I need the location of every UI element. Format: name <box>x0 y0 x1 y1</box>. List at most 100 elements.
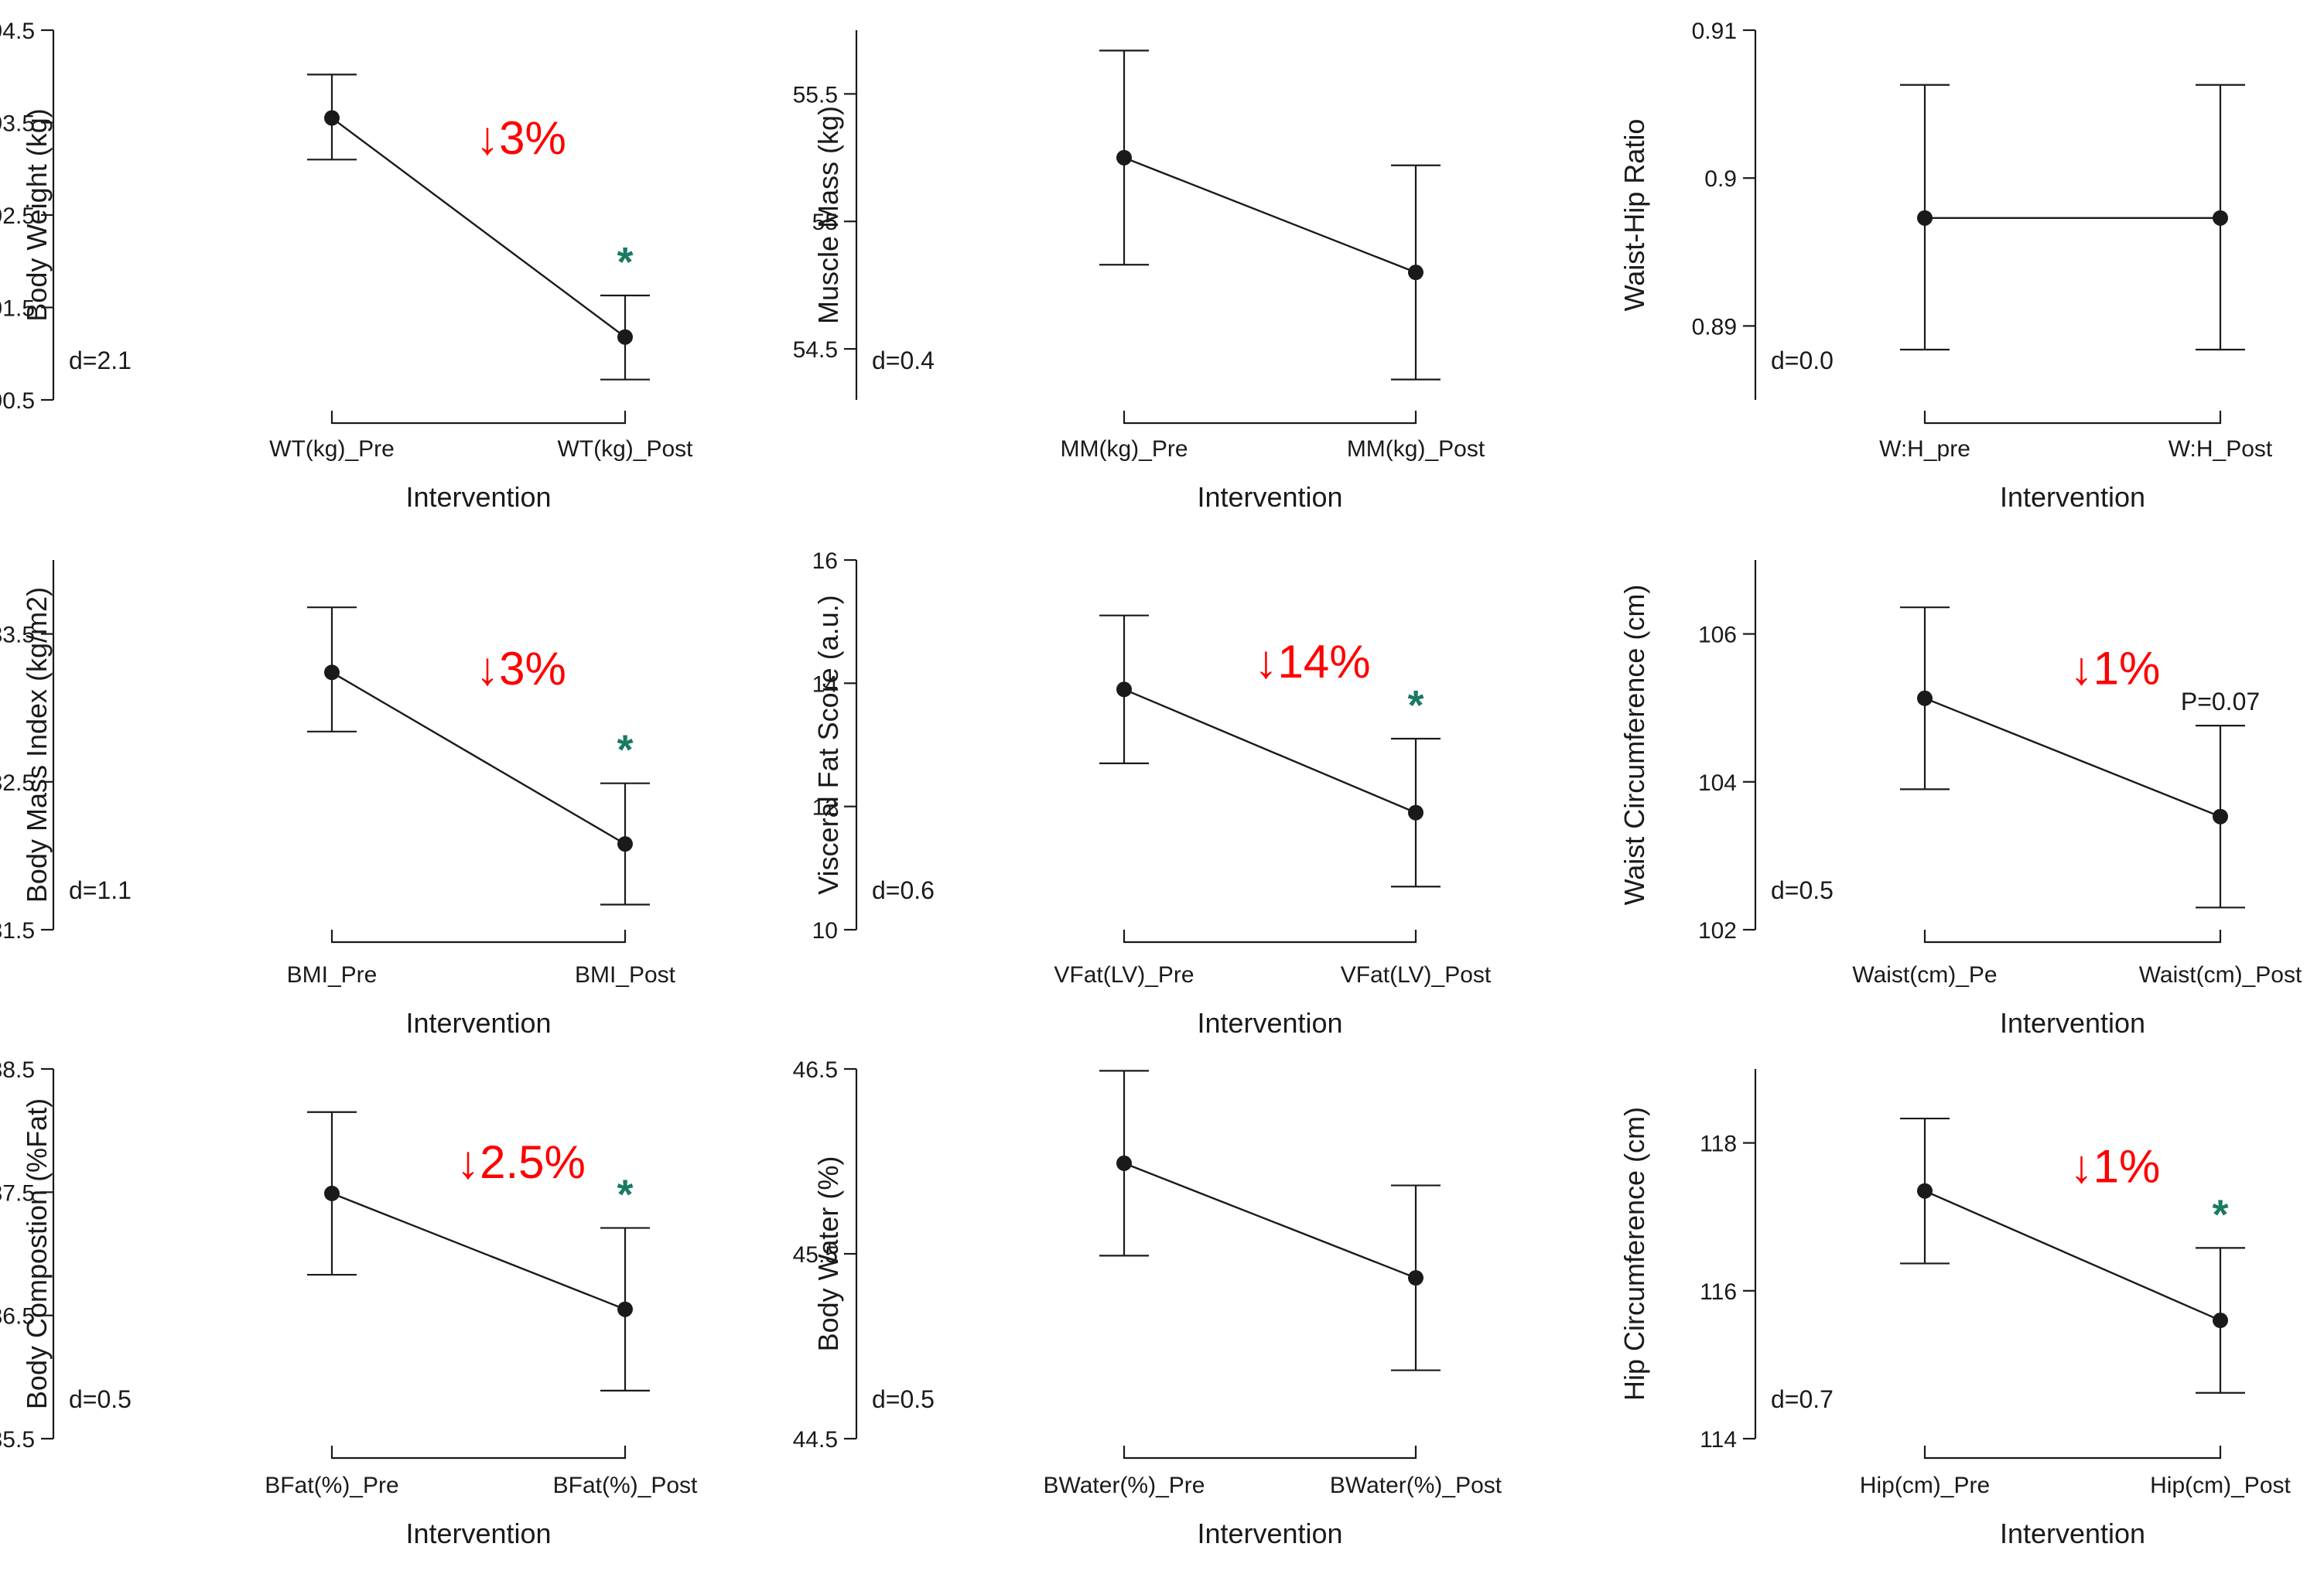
y-tick-label: 54.5 <box>793 337 838 363</box>
y-tick-label: 0.89 <box>1692 314 1737 340</box>
effect-size-label: d=0.7 <box>1771 1385 1834 1413</box>
series-line <box>1123 1162 1417 1279</box>
y-tick-label: 35.5 <box>0 1427 35 1453</box>
effect-size-label: d=0.5 <box>69 1385 132 1413</box>
effect-size-label: d=0.5 <box>1771 876 1834 904</box>
y-axis-label: Visceral Fat Score (a.u.) <box>812 595 844 894</box>
point-pre <box>324 1185 340 1201</box>
y-tick-label: 104 <box>1698 770 1737 796</box>
panel-9: 114 116 118 Hip Circumference (cm) Hip(cm)_P… <box>1618 1069 2292 1549</box>
x-tick-label: Hip(cm)_Pre <box>1860 1473 1990 1498</box>
x-tick-label: W:H_pre <box>1879 436 1970 462</box>
x-tick-label: WT(kg)_Post <box>557 436 693 462</box>
y-tick-label: 33.5 <box>0 623 35 648</box>
x-tick-label: W:H_Post <box>2168 436 2273 462</box>
point-pre <box>1917 690 1933 706</box>
y-tick-label: 0.9 <box>1704 166 1737 192</box>
y-tick-label: 55.5 <box>793 82 838 108</box>
point-pre <box>1116 149 1132 166</box>
point-post <box>2213 210 2228 226</box>
y-tick-label: 90.5 <box>0 388 35 414</box>
x-tick-label: BWater(%)_Post <box>1330 1473 1502 1498</box>
series-line <box>331 117 626 338</box>
panel-6: 102 104 106 Waist Circumference (cm) Waist(c… <box>1618 560 2302 1039</box>
x-axis-label: Intervention <box>405 481 551 513</box>
y-tick-label: 31.5 <box>0 918 35 944</box>
point-post <box>1408 804 1423 821</box>
point-post <box>617 836 633 852</box>
percent-change-label: ↓1% <box>2070 642 2161 694</box>
y-tick-label: 44.5 <box>793 1427 838 1453</box>
point-pre <box>1917 210 1933 226</box>
y-axis-label: Waist Circumference (cm) <box>1618 585 1650 906</box>
y-axis-label: Muscle Mass (kg) <box>812 106 844 324</box>
x-axis-label: Intervention <box>1197 481 1342 513</box>
panel-3: 0.89 0.9 0.91 Waist-Hip Ratio W:H_pre W:H_Pos… <box>1618 19 2273 513</box>
y-tick-label: 114 <box>1700 1427 1737 1453</box>
x-tick-label: MM(kg)_Post <box>1347 436 1485 462</box>
series-line <box>1924 1190 2221 1322</box>
series-line <box>331 1192 626 1310</box>
y-tick-label: 118 <box>1700 1132 1737 1157</box>
y-tick-label: 94.5 <box>0 19 35 44</box>
x-axis-label: Intervention <box>2000 1007 2145 1039</box>
point-post <box>1408 1270 1423 1286</box>
percent-change-label: ↓3% <box>476 112 566 164</box>
x-axis-label: Intervention <box>2000 1518 2145 1549</box>
panel-8: 44.5 45.5 46.5 Body Water (%) BWater(%)_Pre B… <box>793 1057 1502 1549</box>
x-tick-label: Waist(cm)_Pe <box>1852 962 1997 988</box>
point-post <box>617 329 633 345</box>
percent-change-label: ↓3% <box>476 643 566 695</box>
significance-marker: * <box>2212 1191 2228 1238</box>
point-pre <box>1116 681 1132 698</box>
significance-marker: * <box>617 239 633 285</box>
y-tick-label: 14 <box>812 671 838 697</box>
point-pre <box>1116 1155 1132 1171</box>
y-tick-label: 38.5 <box>0 1057 35 1083</box>
point-post <box>617 1301 633 1317</box>
y-tick-label: 32.5 <box>0 770 35 796</box>
x-tick-label: BWater(%)_Pre <box>1044 1473 1205 1498</box>
x-tick-label: BFat(%)_Post <box>553 1473 698 1498</box>
y-tick-label: 10 <box>812 918 838 944</box>
x-tick-label: BMI_Post <box>575 962 676 988</box>
x-tick-label: MM(kg)_Pre <box>1060 436 1188 462</box>
y-tick-label: 0.91 <box>1692 19 1737 44</box>
x-tick-label: Waist(cm)_Post <box>2139 962 2302 988</box>
significance-marker: * <box>617 1172 633 1218</box>
y-tick-label: 36.5 <box>0 1304 35 1330</box>
point-pre <box>324 664 340 681</box>
x-tick-label: WT(kg)_Pre <box>269 436 395 462</box>
y-tick-label: 92.5 <box>0 203 35 229</box>
x-tick-label: BFat(%)_Pre <box>265 1473 398 1498</box>
y-tick-label: 16 <box>812 548 838 574</box>
x-axis-bracket <box>1923 930 2222 944</box>
point-pre <box>324 110 340 126</box>
percent-change-label: ↓14% <box>1254 636 1370 688</box>
p-value-label: P=0.07 <box>2181 688 2260 715</box>
y-tick-label: 93.5 <box>0 111 35 137</box>
percent-change-label: ↓1% <box>2070 1140 2161 1192</box>
y-tick-label: 12 <box>812 795 838 821</box>
y-axis-label: Body Weight (kg) <box>21 108 53 321</box>
panel-1: 90.5 91.5 92.5 93.5 94.5 Body Weight (kg) WT(k… <box>0 19 693 513</box>
effect-size-label: d=0.5 <box>872 1385 935 1413</box>
x-axis-bracket <box>330 411 627 425</box>
x-axis-label: Intervention <box>1197 1518 1342 1549</box>
y-axis-label: Body Mass Index (kg/m2) <box>21 587 53 903</box>
y-tick-label: 46.5 <box>793 1057 838 1083</box>
y-axis-label: Body Water (%) <box>812 1156 844 1352</box>
y-tick-label: 55 <box>812 210 838 235</box>
x-axis-bracket <box>1923 1446 2222 1460</box>
point-post <box>2213 1313 2228 1329</box>
x-axis-bracket <box>330 930 627 944</box>
x-tick-label: BMI_Pre <box>287 962 378 988</box>
effect-size-label: d=0.6 <box>872 876 935 904</box>
y-tick-label: 116 <box>1700 1279 1737 1305</box>
x-axis-label: Intervention <box>1197 1007 1342 1039</box>
y-axis-label: Body Compostion (%Fat) <box>21 1098 53 1409</box>
x-axis-bracket <box>1923 411 2222 425</box>
